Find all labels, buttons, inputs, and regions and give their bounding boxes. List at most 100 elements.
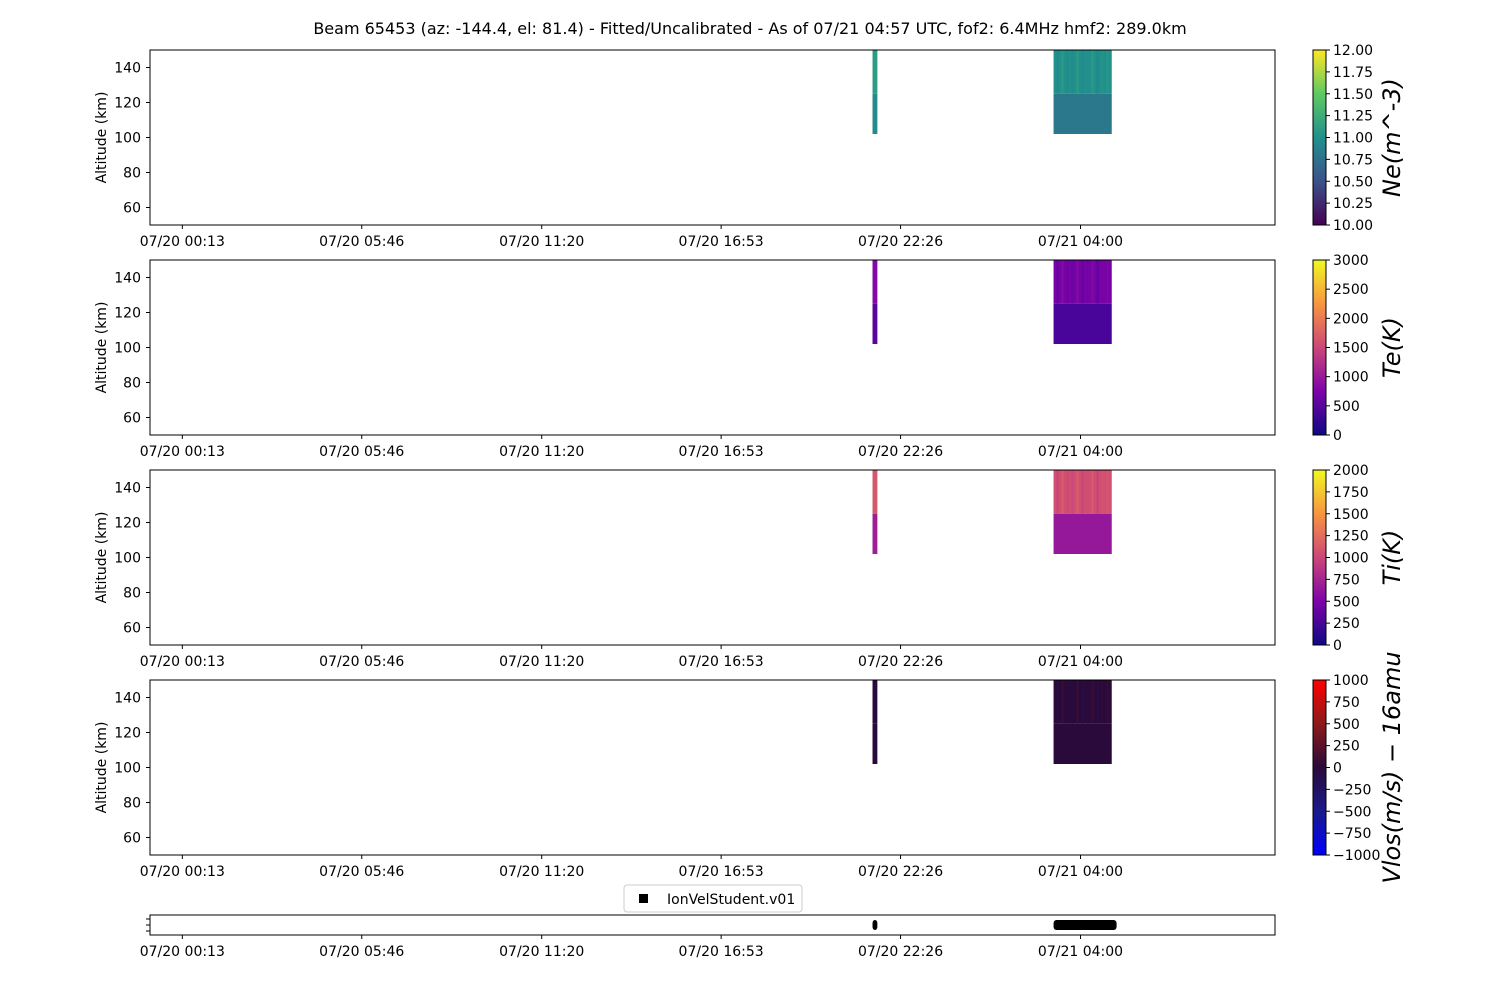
colorbar-tick-label: 0 [1333, 761, 1342, 777]
colorbar-tick-label: 11.50 [1333, 87, 1373, 103]
colorbar-tick-label: −250 [1333, 782, 1371, 798]
data-stripe [1066, 680, 1069, 724]
data-block-lower [872, 93, 878, 134]
figure-title: Beam 65453 (az: -144.4, el: 81.4) - Fitt… [313, 19, 1186, 38]
colorbar [1312, 679, 1327, 856]
data-stripe [1056, 50, 1059, 94]
data-stripe [1086, 680, 1089, 724]
colorbar-tick-label: 2000 [1333, 311, 1369, 327]
legend-label: IonVelStudent.v01 [667, 892, 795, 908]
data-stripe [1066, 50, 1069, 94]
colorbar-tick-label: 1000 [1333, 673, 1369, 689]
x-tick-label: 07/21 04:00 [1038, 444, 1123, 460]
data-block-lower [1053, 303, 1112, 344]
data-stripe [1091, 50, 1094, 94]
x-tick-label: 07/20 11:20 [499, 234, 584, 250]
data-stripe [1096, 50, 1099, 94]
data-stripe [1061, 470, 1064, 514]
y-tick-label: 100 [114, 761, 141, 777]
colorbar-tick-label: 750 [1333, 572, 1360, 588]
data-stripe [1071, 680, 1074, 724]
data-block-lower [872, 513, 878, 554]
x-tick-label: 07/20 16:53 [679, 864, 764, 880]
colorbar-label: Te(K) [1378, 317, 1406, 378]
colorbar-tick-label: 500 [1333, 594, 1360, 610]
data-stripe [1081, 680, 1084, 724]
x-tick-label: 07/20 05:46 [319, 864, 404, 880]
y-tick-label: 100 [114, 551, 141, 567]
y-tick-label: 60 [123, 411, 141, 427]
legend-marker [639, 894, 648, 903]
y-tick-label: 140 [114, 691, 141, 707]
colorbar-tick-label: 1750 [1333, 485, 1369, 501]
x-tick-label: 07/20 00:13 [140, 234, 225, 250]
colorbar-tick-label: 250 [1333, 739, 1360, 755]
x-tick-label: 07/20 11:20 [499, 654, 584, 670]
data-stripe [1096, 470, 1099, 514]
y-tick-label: 80 [123, 376, 141, 392]
data-stripe [1106, 50, 1109, 94]
colorbar-tick-label: 0 [1333, 638, 1342, 654]
colorbar-tick-label: 1000 [1333, 370, 1369, 386]
x-tick-label: 07/20 22:26 [858, 864, 943, 880]
y-tick-label: 100 [114, 131, 141, 147]
data-stripe [1081, 260, 1084, 304]
colorbar [1312, 49, 1327, 226]
colorbar-tick-label: −750 [1333, 826, 1371, 842]
x-tick-label: 07/20 00:13 [140, 944, 225, 960]
data-block-upper [872, 470, 878, 514]
y-axis-label: Altitude (km) [94, 92, 110, 184]
mode-segment [1053, 920, 1117, 930]
y-tick-label: 140 [114, 61, 141, 77]
data-stripe [1081, 470, 1084, 514]
colorbar-tick-label: 3000 [1333, 253, 1369, 269]
y-tick-label: 100 [114, 341, 141, 357]
data-stripe [1101, 50, 1104, 94]
x-tick-label: 07/21 04:00 [1038, 234, 1123, 250]
colorbar-tick-label: −500 [1333, 804, 1371, 820]
y-tick-label: 120 [114, 306, 141, 322]
y-tick-label: 60 [123, 831, 141, 847]
x-tick-label: 07/20 00:13 [140, 864, 225, 880]
x-tick-label: 07/20 16:53 [679, 944, 764, 960]
data-stripe [1101, 260, 1104, 304]
data-stripe [1076, 260, 1079, 304]
y-tick-label: 140 [114, 271, 141, 287]
data-stripe [1056, 470, 1059, 514]
data-block-upper [872, 680, 878, 724]
data-stripe [1061, 680, 1064, 724]
colorbar-label: Ti(K) [1378, 530, 1406, 586]
x-tick-label: 07/20 11:20 [499, 444, 584, 460]
colorbar-tick-label: 1500 [1333, 341, 1369, 357]
colorbar-tick-label: 500 [1333, 399, 1360, 415]
data-stripe [1076, 680, 1079, 724]
data-stripe [1056, 680, 1059, 724]
x-tick-label: 07/20 16:53 [679, 654, 764, 670]
colorbar-tick-label: 10.50 [1333, 174, 1373, 190]
mode-segment [872, 920, 878, 930]
x-tick-label: 07/20 22:26 [858, 234, 943, 250]
colorbar-tick-label: 500 [1333, 717, 1360, 733]
colorbar-tick-label: 0 [1333, 428, 1342, 444]
data-block-upper [872, 50, 878, 94]
colorbar-tick-label: 1250 [1333, 529, 1369, 545]
colorbar-tick-label: 250 [1333, 616, 1360, 632]
legend: IonVelStudent.v01 [623, 884, 803, 913]
y-tick-label: 120 [114, 96, 141, 112]
data-block-lower [872, 303, 878, 344]
data-stripe [1101, 680, 1104, 724]
y-axis-label: Altitude (km) [94, 302, 110, 394]
colorbar-tick-label: 11.00 [1333, 131, 1373, 147]
data-stripe [1066, 260, 1069, 304]
colorbar-tick-label: 11.25 [1333, 109, 1373, 125]
data-stripe [1086, 260, 1089, 304]
x-tick-label: 07/20 05:46 [319, 234, 404, 250]
x-tick-label: 07/20 05:46 [319, 444, 404, 460]
colorbar-tick-label: 11.75 [1333, 65, 1373, 81]
y-tick-label: 80 [123, 796, 141, 812]
data-block-lower [872, 723, 878, 764]
y-tick-label: 60 [123, 201, 141, 217]
